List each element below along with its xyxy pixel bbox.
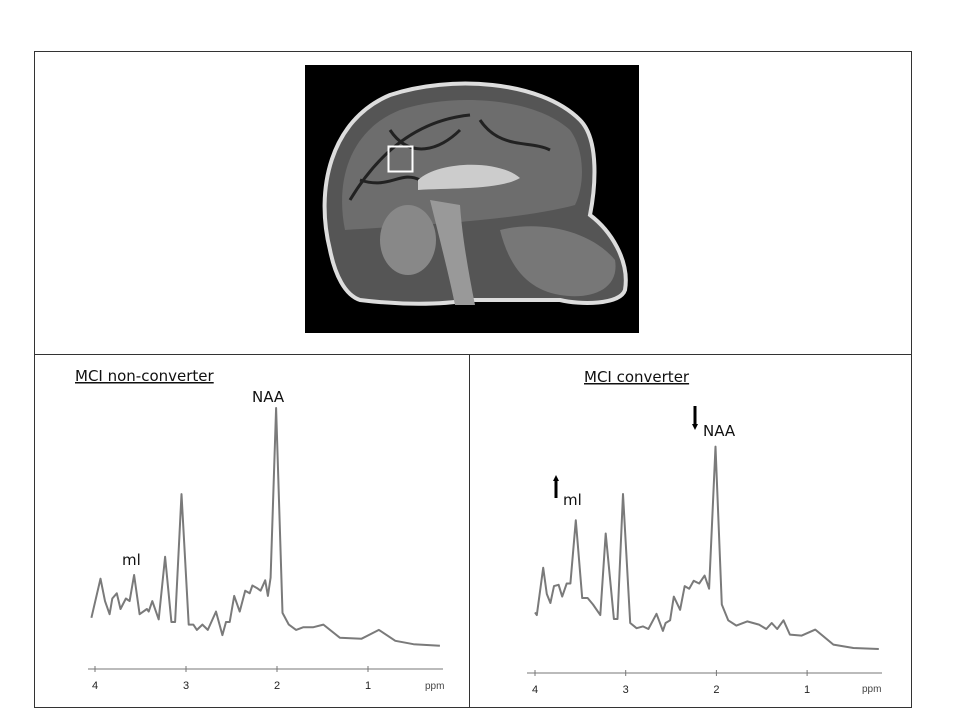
annotation-naa: NAA xyxy=(703,422,736,440)
annotation-ml: ml xyxy=(563,491,582,509)
annotation-ml: ml xyxy=(122,551,141,569)
chart-non-converter: MCI non-converter ppm ml NAA 4 3 2 1 xyxy=(75,367,444,692)
mri-image xyxy=(305,65,639,333)
x-tick-label: 3 xyxy=(623,684,629,696)
x-tick-label: 4 xyxy=(532,684,538,696)
figure-border xyxy=(34,51,912,708)
chart-converter: MCI converter ppm ml NAA 4 3 2 1 xyxy=(527,368,882,696)
annotation-naa: NAA xyxy=(252,388,285,406)
x-tick-label: 2 xyxy=(274,680,280,692)
x-tick-label: 3 xyxy=(183,680,189,692)
x-axis-label: ppm xyxy=(862,684,881,695)
x-tick-label: 1 xyxy=(365,680,371,692)
arrow-down-icon xyxy=(692,406,698,430)
x-tick-label: 2 xyxy=(713,684,719,696)
arrow-up-icon xyxy=(553,475,559,498)
x-tick-label: 1 xyxy=(804,684,810,696)
chart-title: MCI converter xyxy=(584,368,690,386)
spectrum-line xyxy=(534,445,879,650)
x-axis-label: ppm xyxy=(425,681,444,692)
spectrum-line xyxy=(90,407,440,647)
voxel-marker xyxy=(387,145,414,173)
chart-title: MCI non-converter xyxy=(75,367,215,385)
x-tick-label: 4 xyxy=(92,680,98,692)
